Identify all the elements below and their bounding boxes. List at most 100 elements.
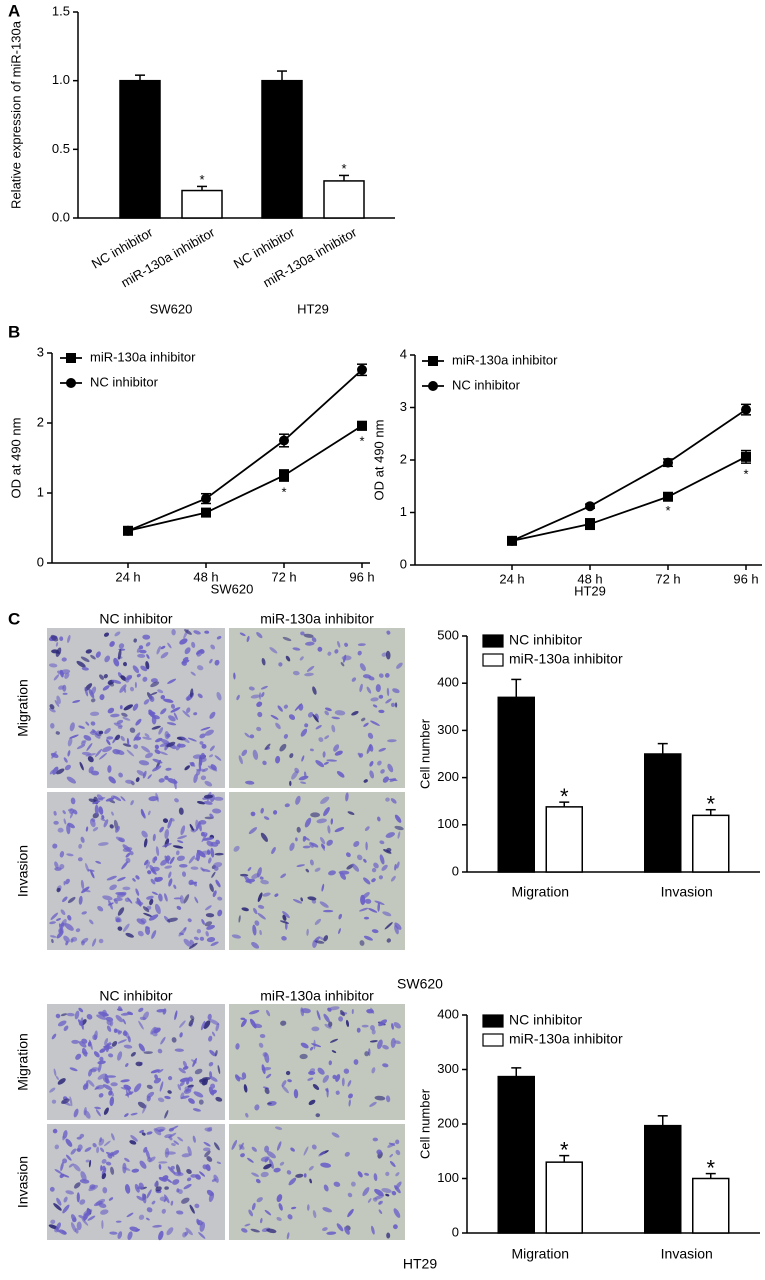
cell	[313, 1039, 316, 1050]
cell	[153, 1077, 162, 1084]
cell	[257, 904, 265, 909]
cell	[158, 1161, 168, 1164]
cell	[60, 909, 66, 916]
cell	[51, 1033, 57, 1040]
cell	[193, 773, 198, 784]
cell	[323, 1184, 329, 1192]
bar	[692, 1177, 730, 1234]
cell	[81, 1218, 89, 1226]
cell	[259, 930, 262, 936]
cell	[309, 859, 314, 866]
cell	[172, 1179, 180, 1185]
cell	[343, 654, 347, 663]
cell	[146, 1217, 150, 1221]
cell	[146, 1207, 153, 1213]
cell	[158, 727, 164, 735]
cell	[151, 930, 157, 939]
cell	[181, 1153, 191, 1158]
micrograph	[47, 791, 225, 950]
cell	[64, 672, 70, 679]
cell	[59, 636, 64, 641]
cell	[209, 711, 216, 719]
cell	[322, 909, 334, 913]
cell	[51, 1099, 57, 1104]
cell	[327, 825, 331, 834]
cell	[296, 826, 301, 833]
legend-marker	[66, 353, 76, 363]
cell	[53, 1203, 62, 1211]
cell	[146, 1189, 152, 1199]
cell	[304, 817, 312, 828]
cell	[239, 632, 246, 637]
cell	[118, 643, 125, 649]
cell	[154, 1074, 159, 1080]
cell	[371, 929, 379, 934]
cell	[371, 1225, 375, 1235]
cell	[308, 1099, 316, 1106]
cell	[212, 808, 222, 814]
cell	[209, 1019, 220, 1026]
cell	[167, 678, 177, 684]
cell	[183, 894, 190, 904]
cell	[244, 732, 250, 738]
x-tick-label: Migration	[511, 1246, 569, 1262]
bar	[119, 79, 161, 219]
cell	[97, 842, 109, 846]
cell	[360, 894, 366, 906]
cell	[252, 749, 259, 760]
cell	[129, 1140, 137, 1145]
cell	[179, 895, 184, 904]
cell	[155, 1186, 162, 1192]
cell	[272, 810, 278, 815]
cell	[212, 890, 217, 898]
cell	[59, 851, 65, 858]
cell	[203, 800, 213, 805]
x-tick-label: Invasion	[661, 884, 713, 900]
cell	[77, 1144, 83, 1151]
cell	[150, 681, 160, 688]
cell	[106, 739, 111, 746]
data-point	[279, 435, 289, 446]
y-tick-label: 0.5	[52, 141, 70, 156]
cell	[194, 1203, 200, 1209]
cell	[99, 674, 104, 680]
cell	[200, 1020, 206, 1031]
cell	[109, 1020, 114, 1027]
cell	[118, 772, 123, 778]
cell	[171, 1143, 176, 1146]
cell	[129, 1226, 140, 1232]
data-point	[357, 364, 367, 375]
cell	[71, 1039, 80, 1044]
cell	[64, 764, 71, 771]
cell	[359, 940, 365, 946]
cell	[90, 698, 96, 703]
cell	[337, 640, 341, 648]
cell	[49, 663, 58, 668]
cell	[130, 1051, 136, 1057]
cell	[49, 1186, 55, 1192]
legend-label: miR-130a inhibitor	[509, 1031, 623, 1047]
cell	[190, 866, 199, 870]
cell	[120, 1079, 130, 1083]
cell	[63, 881, 66, 886]
cell	[159, 826, 164, 833]
cell	[133, 744, 139, 749]
cell	[183, 1183, 192, 1190]
cell	[172, 845, 184, 849]
cell	[56, 930, 64, 939]
cell	[340, 662, 345, 667]
cell	[49, 921, 56, 925]
cell	[79, 1133, 85, 1138]
cell	[335, 1090, 340, 1095]
cell	[87, 756, 94, 763]
cell	[163, 1198, 167, 1203]
y-tick-label: 200	[437, 769, 459, 784]
cell	[280, 873, 287, 879]
cell	[315, 940, 325, 944]
cell	[381, 652, 388, 657]
cell	[151, 725, 161, 730]
cell	[372, 704, 378, 708]
cell	[259, 876, 264, 880]
cell	[262, 892, 271, 897]
cell	[90, 686, 97, 695]
